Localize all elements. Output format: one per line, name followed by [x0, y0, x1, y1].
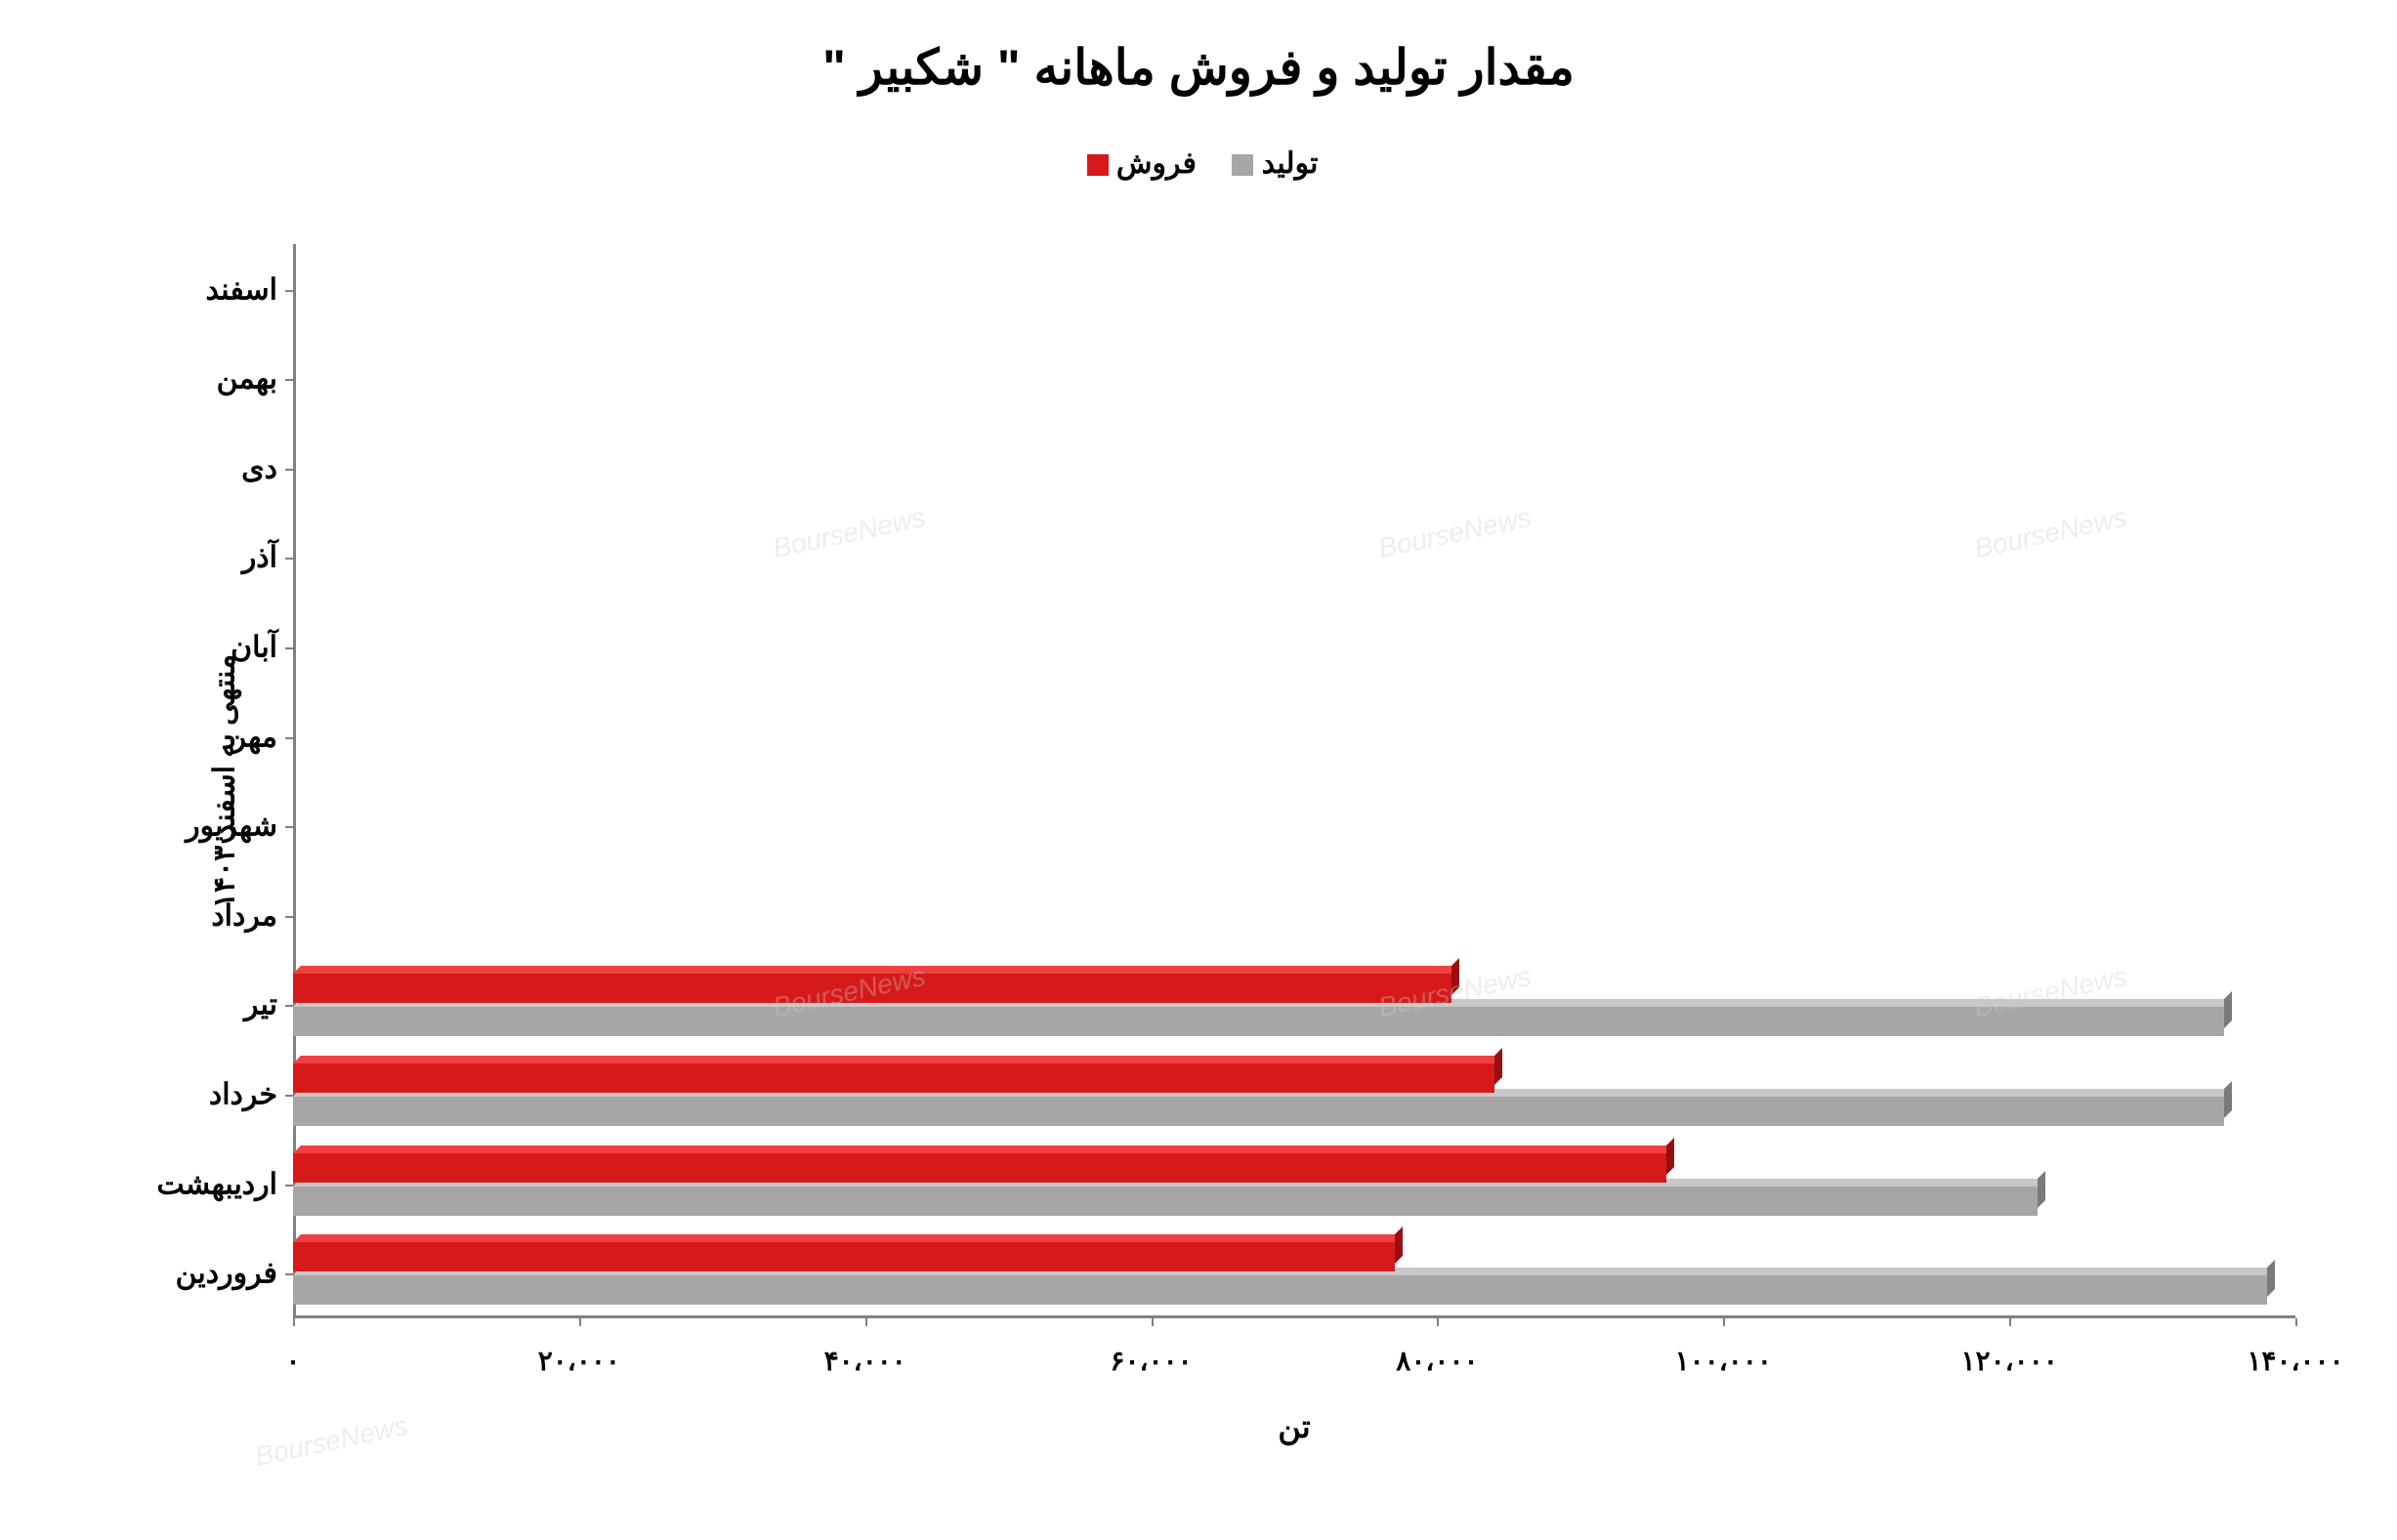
y-category-label: فروردین: [82, 1257, 277, 1291]
legend-item-sales: فروش: [1079, 146, 1197, 181]
bar-face: [293, 1275, 2267, 1305]
y-tick: [285, 737, 293, 739]
bar-production: [293, 1007, 2224, 1036]
x-tick: [1723, 1318, 1725, 1326]
legend-label-sales: فروش: [1116, 147, 1197, 180]
x-tick-label: ۶۰،۰۰۰: [1110, 1345, 1192, 1377]
bar-face: [293, 1007, 2224, 1036]
y-category-label: آبان: [82, 631, 277, 665]
x-axis-title: تن: [293, 1408, 2295, 1445]
x-tick-label: ۸۰،۰۰۰: [1396, 1345, 1478, 1377]
x-tick: [1152, 1318, 1154, 1326]
bar-face: [293, 1153, 1666, 1183]
bar-face: [293, 1097, 2224, 1126]
x-axis-line: [293, 1315, 2295, 1318]
x-tick: [1437, 1318, 1439, 1326]
bar-top-face: [293, 966, 1459, 974]
bar-production: [293, 1275, 2267, 1305]
x-tick-label: ۴۰،۰۰۰: [824, 1345, 906, 1377]
y-tick: [285, 290, 293, 292]
x-tick: [2009, 1318, 2011, 1326]
legend-swatch-production: [1232, 154, 1253, 176]
y-category-label: دی: [82, 451, 277, 485]
y-category-label: آذر: [82, 541, 277, 575]
bar-top-face: [293, 1234, 1403, 1242]
legend-label-production: تولید: [1262, 147, 1319, 180]
y-tick: [285, 916, 293, 918]
legend-swatch-sales: [1087, 154, 1109, 176]
bar-face: [293, 1063, 1494, 1093]
x-tick: [865, 1318, 867, 1326]
y-tick: [285, 469, 293, 471]
bar-face: [293, 1242, 1395, 1271]
y-category-label: خرداد: [82, 1078, 277, 1112]
y-category-label: اسفند: [82, 272, 277, 307]
x-tick-label: ۰: [285, 1345, 300, 1377]
x-tick: [2295, 1318, 2297, 1326]
plot-area: منتهی به اسفند ۱۴۰۳ تن ۰۲۰،۰۰۰۴۰،۰۰۰۶۰،۰…: [293, 244, 2295, 1318]
bar-sales: [293, 1242, 1395, 1271]
y-category-label: تیر: [82, 988, 277, 1022]
bar-top-face: [293, 1145, 1674, 1153]
y-tick: [285, 647, 293, 649]
bar-production: [293, 1186, 2038, 1216]
bar-side-face: [1666, 1138, 1674, 1175]
legend: تولید فروش: [0, 146, 2397, 181]
y-category-label: شهریور: [82, 810, 277, 844]
bar-side-face: [2224, 1081, 2232, 1118]
x-tick-label: ۱۴۰،۰۰۰: [2247, 1345, 2343, 1377]
bar-top-face: [293, 1056, 1502, 1063]
bar-sales: [293, 1063, 1494, 1093]
bar-production: [293, 1097, 2224, 1126]
x-tick-label: ۲۰،۰۰۰: [538, 1345, 620, 1377]
x-tick: [293, 1318, 295, 1326]
legend-item-production: تولید: [1224, 146, 1318, 181]
bar-side-face: [1451, 958, 1459, 995]
x-tick: [579, 1318, 581, 1326]
bar-face: [293, 974, 1451, 1003]
y-category-label: بهمن: [82, 362, 277, 396]
bar-side-face: [2224, 991, 2232, 1028]
y-category-label: مرداد: [82, 898, 277, 933]
bar-side-face: [2038, 1171, 2045, 1208]
y-tick: [285, 558, 293, 560]
bar-sales: [293, 974, 1451, 1003]
y-tick: [285, 826, 293, 828]
bar-side-face: [1494, 1048, 1502, 1085]
x-tick-label: ۱۰۰،۰۰۰: [1675, 1345, 1772, 1377]
chart-title: مقدار تولید و فروش ماهانه " شکبیر ": [0, 39, 2397, 96]
chart-container: مقدار تولید و فروش ماهانه " شکبیر " تولی…: [0, 0, 2397, 1540]
y-tick: [285, 379, 293, 381]
y-category-label: اردیبهشت: [82, 1167, 277, 1201]
bar-face: [293, 1186, 2038, 1216]
bar-side-face: [1395, 1227, 1403, 1264]
y-category-label: مهر: [82, 720, 277, 754]
bar-sales: [293, 1153, 1666, 1183]
y-axis-title: منتهی به اسفند ۱۴۰۳: [208, 654, 242, 908]
x-tick-label: ۱۲۰،۰۰۰: [1961, 1345, 2058, 1377]
bar-side-face: [2267, 1260, 2275, 1297]
